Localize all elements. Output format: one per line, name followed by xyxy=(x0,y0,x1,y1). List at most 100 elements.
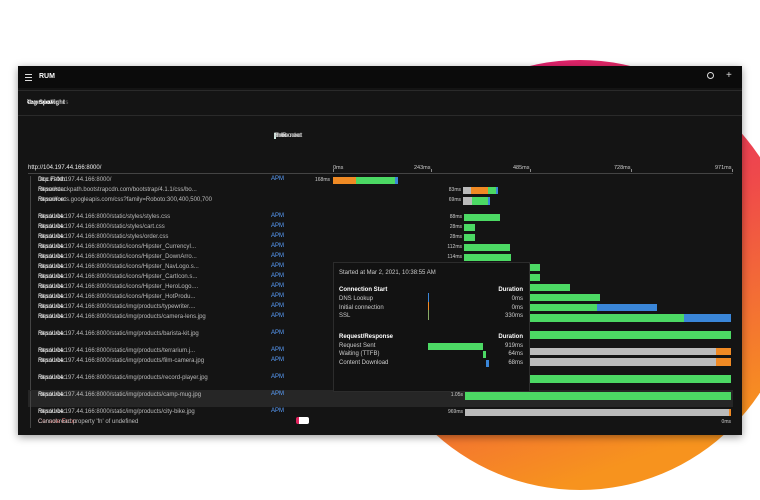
row-divider xyxy=(30,374,31,391)
row-prefix: Resource: xyxy=(38,187,66,193)
row-prefix: Resource: xyxy=(38,214,66,220)
tooltip-item-label: SSL xyxy=(339,313,351,319)
tooltip-item-label: Waiting (TTFB) xyxy=(339,351,380,357)
waterfall-bar xyxy=(488,197,490,205)
legend-label: websocket xyxy=(274,133,303,139)
row-divider xyxy=(30,347,31,357)
app-title: RUM xyxy=(39,73,55,80)
legend-label: Error xyxy=(274,133,288,139)
waterfall-bar xyxy=(528,264,540,271)
row-divider xyxy=(30,313,31,330)
legend-label: Document xyxy=(274,133,302,139)
waterfall-bar xyxy=(472,197,488,205)
waterfall-bar xyxy=(528,294,600,301)
row-divider xyxy=(30,243,31,253)
row-divider xyxy=(30,418,31,428)
apm-link[interactable]: APM xyxy=(271,330,285,336)
row-prefix: Resource: xyxy=(38,358,66,364)
row-url: https://stackpath.bootstrapcdn.com/boots… xyxy=(38,187,197,193)
apm-link[interactable]: APM xyxy=(271,263,285,269)
row-url: http://104.197.44.166:8000/static/img/pr… xyxy=(38,348,196,354)
row-prefix: Doc Fetch: xyxy=(38,177,68,183)
apm-link[interactable]: APM xyxy=(271,176,285,182)
row-prefix: Resource: xyxy=(38,294,66,300)
row-url: Cannot read property 'fn' of undefined xyxy=(38,419,139,425)
row-divider xyxy=(30,176,31,186)
waterfall-bar xyxy=(463,187,471,194)
row-divider xyxy=(30,186,31,196)
waterfall-bar xyxy=(488,187,496,194)
tooltip-item-label: Content Download xyxy=(339,359,389,366)
row-divider xyxy=(30,263,31,273)
apm-link[interactable]: APM xyxy=(271,273,285,279)
row-duration: 88ms xyxy=(449,214,462,220)
tooltip-bar xyxy=(486,359,489,367)
apm-link[interactable]: APM xyxy=(271,253,285,259)
search-icon[interactable] xyxy=(707,72,714,79)
waterfall-bar xyxy=(463,197,472,205)
top-bar xyxy=(18,66,742,88)
apm-link[interactable]: APM xyxy=(271,243,285,249)
tick-mark xyxy=(732,169,733,172)
row-divider xyxy=(30,273,31,283)
row-prefix: Resource: xyxy=(38,264,66,270)
waterfall-bar xyxy=(464,244,510,251)
waterfall-bar xyxy=(528,331,731,339)
row-prefix: Resource: xyxy=(38,254,66,260)
timeline-tick: 485ms xyxy=(513,165,530,171)
row-prefix: Resource: xyxy=(38,314,66,320)
row-url: http://104.197.44.166:8000/static/styles… xyxy=(38,214,171,220)
apm-link[interactable]: APM xyxy=(271,213,285,219)
tooltip-item-label: Request Sent xyxy=(339,342,376,349)
waterfall-bar xyxy=(716,358,731,366)
divider xyxy=(18,115,742,116)
apm-link[interactable]: APM xyxy=(271,233,285,239)
row-duration: 969ms xyxy=(447,409,463,415)
apm-link[interactable]: APM xyxy=(271,357,285,363)
row-duration: 1.05s xyxy=(450,392,463,398)
apm-link[interactable]: APM xyxy=(271,374,285,380)
apm-link[interactable]: APM xyxy=(271,223,285,229)
tooltip-item-value: 919ms xyxy=(504,342,523,349)
apm-link[interactable]: APM xyxy=(271,391,285,397)
row-divider xyxy=(30,213,31,223)
tooltip-item-value: 64ms xyxy=(508,351,523,357)
waterfall-bar xyxy=(528,348,716,355)
row-divider xyxy=(30,391,31,408)
row-url: http://104.197.44.166:8000/static/img/pr… xyxy=(38,304,196,310)
row-prefix: Resource: xyxy=(38,197,66,203)
error-marker xyxy=(296,417,309,424)
apm-link[interactable]: APM xyxy=(271,347,285,353)
row-prefix: Resource: xyxy=(38,348,66,354)
row-duration: 28ms xyxy=(449,234,462,240)
apm-link[interactable]: APM xyxy=(271,408,285,414)
row-prefix: Console Error: xyxy=(38,419,77,425)
waterfall-bar xyxy=(465,392,731,400)
row-divider xyxy=(30,233,31,243)
apm-link[interactable]: APM xyxy=(271,283,285,289)
waterfall-bar xyxy=(528,304,597,311)
divider xyxy=(28,173,733,174)
waterfall-bar xyxy=(528,375,731,383)
timeline-tick: 728ms xyxy=(614,165,631,171)
waterfall-bar xyxy=(597,304,657,311)
waterfall-bar xyxy=(464,224,475,231)
waterfall-bar xyxy=(684,314,731,322)
apm-link[interactable]: APM xyxy=(271,303,285,309)
add-icon[interactable]: + xyxy=(726,70,732,81)
row-divider xyxy=(30,283,31,293)
breadcrumb-item: Overview xyxy=(27,100,54,106)
timeline-tick: 0ms xyxy=(333,165,344,171)
row-url: http://104.197.44.166:8000/static/img/pr… xyxy=(38,375,208,381)
tooltip-section-title: Connection Start xyxy=(339,287,388,293)
row-prefix: Resource: xyxy=(38,392,66,398)
row-duration: 83ms xyxy=(448,187,461,193)
row-divider xyxy=(30,408,31,418)
apm-link[interactable]: APM xyxy=(271,293,285,299)
row-url: http://104.197.44.166:8000/static/icons/… xyxy=(38,254,197,260)
menu-icon[interactable] xyxy=(25,74,32,81)
row-prefix: Resource: xyxy=(38,409,66,415)
tooltip-duration-header: Duration xyxy=(498,287,523,293)
apm-link[interactable]: APM xyxy=(271,313,285,319)
breadcrumb-item: Tag Spotlight xyxy=(27,100,65,106)
